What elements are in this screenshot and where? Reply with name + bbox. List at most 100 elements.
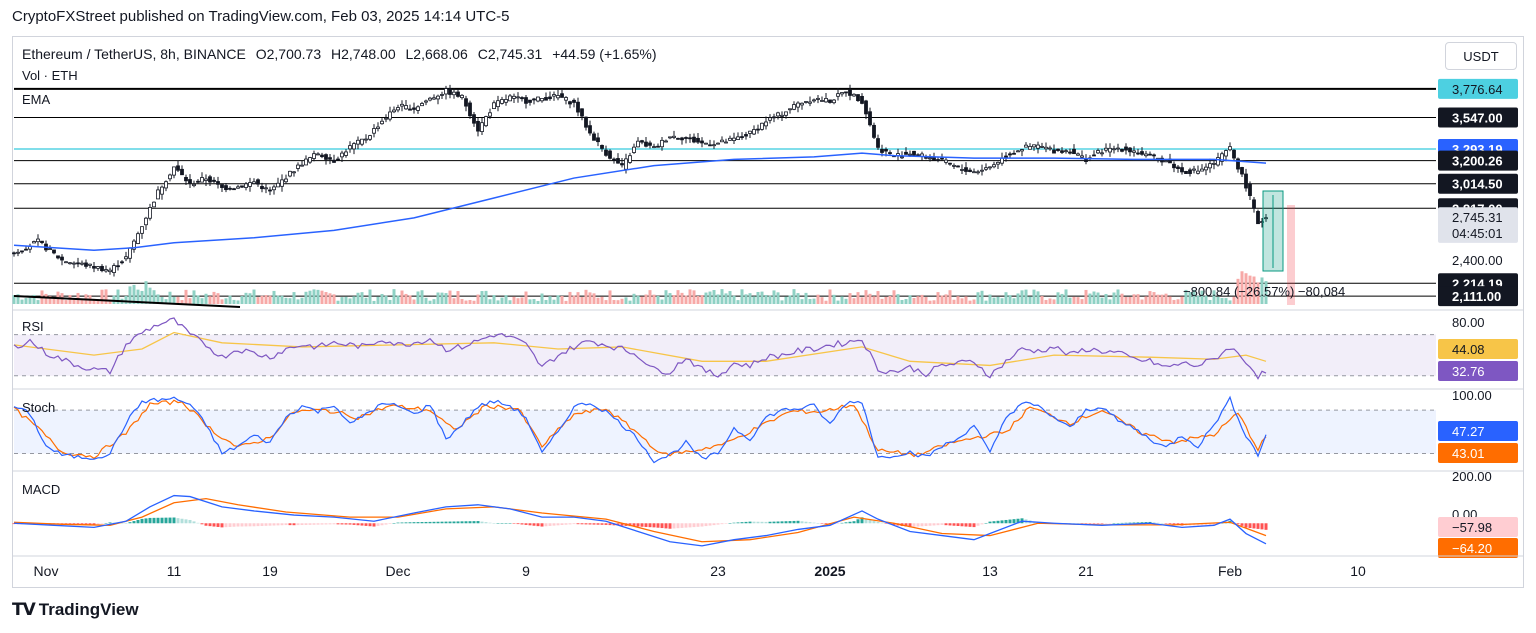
stoch-k-value: 47.27 <box>1452 424 1485 439</box>
volume-bar <box>288 298 292 304</box>
tv-logo-icon: 𝗧𝗩 <box>12 600 36 619</box>
time-axis[interactable]: Nov 11 19 Dec 9 23 2025 13 21 Feb 10 <box>12 555 1524 579</box>
macd-hist-bar <box>780 521 784 524</box>
macd-hist-bar <box>876 521 880 524</box>
candle-body <box>748 130 752 134</box>
volume-bar <box>500 297 504 304</box>
volume-bar <box>580 296 584 304</box>
candle-body <box>1096 150 1100 154</box>
volume-bar <box>920 294 924 304</box>
candle-body <box>1152 154 1156 157</box>
candle-body <box>196 180 200 183</box>
macd-hist-bar <box>664 523 668 529</box>
volume-bar <box>192 290 196 304</box>
volume-bar <box>660 299 664 304</box>
macd-pane[interactable]: 200.000.00−57.98−64.20 <box>12 469 1519 558</box>
macd-hist-bar <box>188 519 192 524</box>
macd-hist-bar <box>688 523 692 528</box>
symbol-name[interactable]: Ethereum / TetherUS, 8h, BINANCE <box>22 46 246 62</box>
macd-hist-bar <box>468 521 472 524</box>
candle-body <box>272 186 276 191</box>
candle-body <box>584 116 588 128</box>
volume-bar <box>20 299 24 304</box>
stoch-pane[interactable]: 100.00 47.27 43.01 <box>12 388 1524 472</box>
candle-body <box>100 265 104 272</box>
macd-hist-bar <box>204 523 208 526</box>
candle-body <box>352 143 356 150</box>
volume-bar <box>656 295 660 304</box>
macd-hist-bar <box>372 523 376 527</box>
candle-body <box>792 104 796 110</box>
volume-bar <box>712 290 716 304</box>
volume-bar <box>96 300 100 304</box>
volume-bar <box>516 298 520 304</box>
volume-bar <box>184 289 188 304</box>
rsi-label[interactable]: RSI <box>22 319 44 334</box>
rsi-pane[interactable]: 80.00 44.08 32.76 <box>12 309 1524 390</box>
price-label-bg <box>1438 107 1518 128</box>
currency-button[interactable]: USDT <box>1445 42 1517 70</box>
macd-hist-bar <box>988 521 992 524</box>
volume-bar <box>916 296 920 304</box>
macd-hist-bar <box>1260 523 1264 530</box>
volume-bar <box>484 290 488 304</box>
macd-hist-bar <box>712 523 716 526</box>
macd-hist-bar <box>1104 523 1108 524</box>
stoch-label[interactable]: Stoch <box>22 400 56 415</box>
candle-body <box>1064 150 1068 153</box>
macd-hist-bar <box>1000 520 1004 524</box>
volume-bar <box>784 296 788 304</box>
macd-hist-bar <box>784 521 788 524</box>
candle-body <box>384 117 388 120</box>
candle-body <box>16 251 20 254</box>
candle-body <box>204 178 208 181</box>
price-pane[interactable]: −800.84 (−26.57%) −80,084 <box>12 84 1437 308</box>
macd-hist-bar <box>952 523 956 526</box>
candle-body <box>1136 152 1140 155</box>
macd-hist-bar <box>680 523 684 528</box>
candle-body <box>68 262 72 265</box>
candle-body <box>528 99 532 103</box>
macd-hist-bar <box>488 522 492 524</box>
candle-body <box>936 159 940 161</box>
volume-bar <box>856 292 860 304</box>
volume-bar <box>72 298 76 304</box>
volume-bar <box>156 294 160 304</box>
macd-hist-bar <box>348 523 352 525</box>
macd-hist-bar <box>836 523 840 524</box>
candle-body <box>188 179 192 184</box>
volume-bar <box>144 281 148 304</box>
volume-bar <box>684 295 688 304</box>
macd-hist-bar <box>972 523 976 528</box>
candle-body <box>1100 152 1104 155</box>
volume-bar <box>200 298 204 304</box>
candle-body <box>1252 199 1256 209</box>
candle-body <box>412 107 416 110</box>
candle-body <box>828 99 832 103</box>
macd-label[interactable]: MACD <box>22 482 61 497</box>
macd-hist-bar <box>936 523 940 526</box>
candle-body <box>948 162 952 165</box>
volume-bar <box>1084 289 1088 304</box>
macd-hist-bar <box>420 522 424 524</box>
volume-bar <box>1052 299 1056 304</box>
price-axis[interactable]: 3,776.643,547.003,293.193,200.263,014.50… <box>1438 78 1518 307</box>
macd-hist-bar <box>1128 522 1132 524</box>
volume-bar <box>560 296 564 304</box>
macd-hist-bar <box>336 523 340 525</box>
price-label: 3,200.26 <box>1452 154 1503 169</box>
macd-hist-bar <box>604 523 608 525</box>
candle-body <box>388 111 392 120</box>
ema-legend[interactable]: EMA <box>22 92 51 107</box>
candle-body <box>660 139 664 148</box>
macd-hist-bar <box>596 523 600 525</box>
volume-bar <box>872 296 876 304</box>
volume-legend[interactable]: Vol · ETH <box>22 68 78 83</box>
volume-bar <box>180 300 184 304</box>
candle-body <box>656 145 660 148</box>
candle-body <box>1200 168 1204 172</box>
candle-body <box>556 95 560 99</box>
tradingview-logo[interactable]: 𝗧𝗩 TradingView <box>12 600 139 620</box>
volume-bar <box>460 298 464 304</box>
